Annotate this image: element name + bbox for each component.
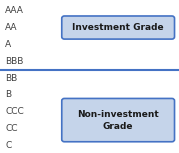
Text: Non-investment
Grade: Non-investment Grade	[77, 110, 159, 131]
Text: CC: CC	[5, 124, 18, 133]
FancyBboxPatch shape	[62, 99, 175, 142]
Text: CCC: CCC	[5, 107, 24, 116]
Text: AA: AA	[5, 23, 18, 32]
Text: AAA: AAA	[5, 6, 24, 15]
Text: BBB: BBB	[5, 57, 24, 66]
Text: Investment Grade: Investment Grade	[72, 23, 164, 32]
FancyBboxPatch shape	[62, 16, 175, 39]
Text: C: C	[5, 141, 12, 150]
Text: BB: BB	[5, 74, 18, 82]
Text: A: A	[5, 40, 11, 49]
Text: B: B	[5, 90, 11, 99]
